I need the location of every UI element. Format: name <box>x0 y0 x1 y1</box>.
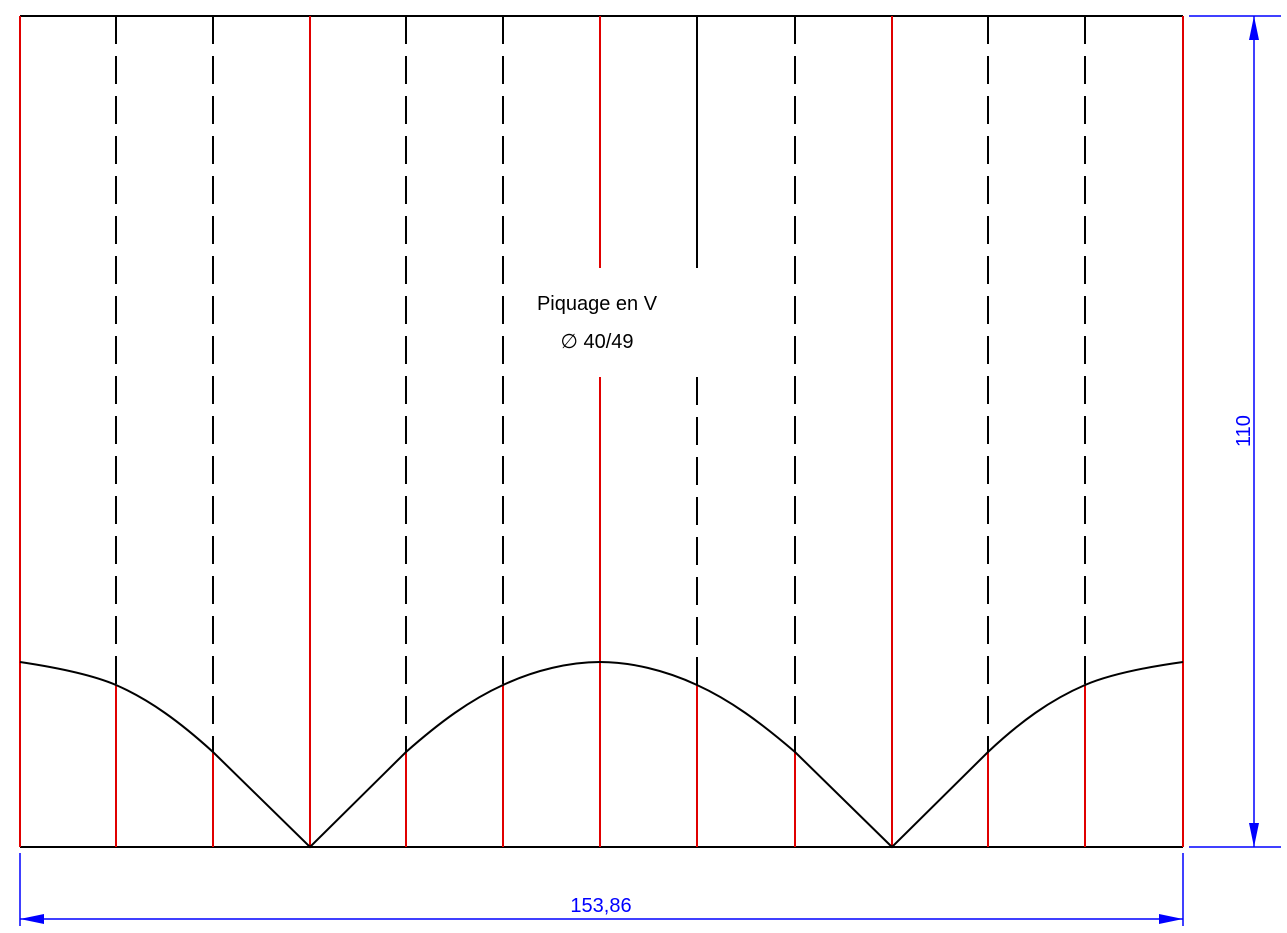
height-dimension-text: 110 <box>1233 415 1255 447</box>
height-arrow-bottom <box>1249 823 1259 847</box>
label-line-1: Piquage en V <box>537 293 658 315</box>
width-dimension <box>19 853 1184 926</box>
width-arrow-left <box>20 914 44 924</box>
width-dimension-text: 153,86 <box>570 895 631 917</box>
intersection-curve <box>19 660 1184 849</box>
width-arrow-right <box>1159 914 1183 924</box>
height-arrow-top <box>1249 16 1259 40</box>
label-line-2: ∅ 40/49 <box>560 331 633 353</box>
height-dimension <box>1189 15 1281 848</box>
